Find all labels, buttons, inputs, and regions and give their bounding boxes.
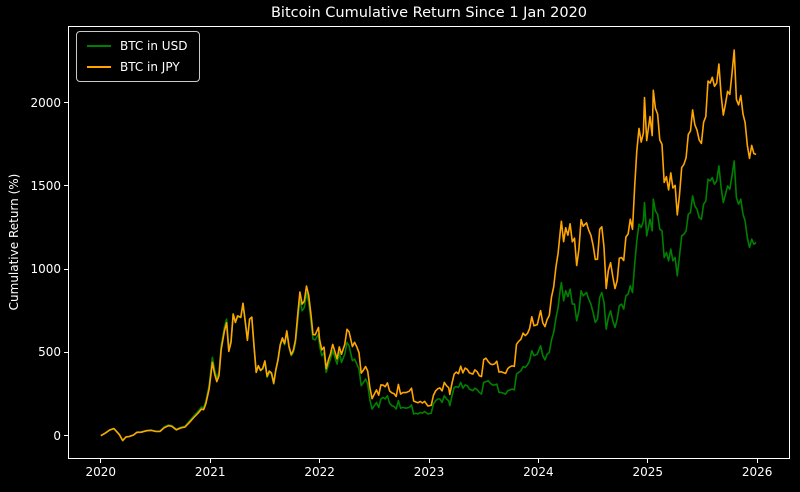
y-tick-label: 1000 [30,262,61,277]
x-tick-label: 2022 [304,465,335,479]
y-tick-label: 0 [53,428,61,443]
x-tick-mark [756,459,758,463]
plot-area: BTC in USD BTC in JPY [68,26,790,459]
x-tick-label: 2026 [741,465,773,479]
series-line-usd [100,160,757,442]
x-tick-label: 2021 [194,465,226,479]
x-tick-label: 2025 [632,465,664,479]
x-tick-mark [428,459,430,463]
y-tick-mark [64,102,68,104]
legend-item-usd: BTC in USD [87,39,187,53]
y-tick-label: 1500 [30,178,61,193]
x-tick-mark [537,459,539,463]
plot-canvas [68,26,790,459]
legend-swatch-0 [87,45,111,47]
legend: BTC in USD BTC in JPY [76,31,201,82]
y-tick-mark [64,268,68,270]
x-tick-mark [647,459,649,463]
legend-label-jpy: BTC in JPY [120,60,180,74]
axes-spines [68,26,790,459]
legend-item-jpy: BTC in JPY [87,60,187,74]
series-line-jpy [100,49,757,442]
x-tick-label: 2020 [85,465,117,479]
y-tick-label: 500 [38,345,61,360]
x-tick-mark [209,459,211,463]
legend-label-usd: BTC in USD [120,39,188,53]
x-tick-label: 2024 [523,465,554,479]
x-tick-mark [100,459,102,463]
y-axis-label: Cumulative Return (%) [7,173,21,311]
x-tick-mark [319,459,321,463]
x-tick-label: 2023 [413,465,445,479]
y-tick-label: 2000 [30,95,61,110]
legend-swatch-1 [87,66,111,68]
y-tick-mark [64,185,68,187]
y-tick-mark [64,435,68,437]
y-tick-mark [64,351,68,353]
chart-title: Bitcoin Cumulative Return Since 1 Jan 20… [270,5,588,21]
